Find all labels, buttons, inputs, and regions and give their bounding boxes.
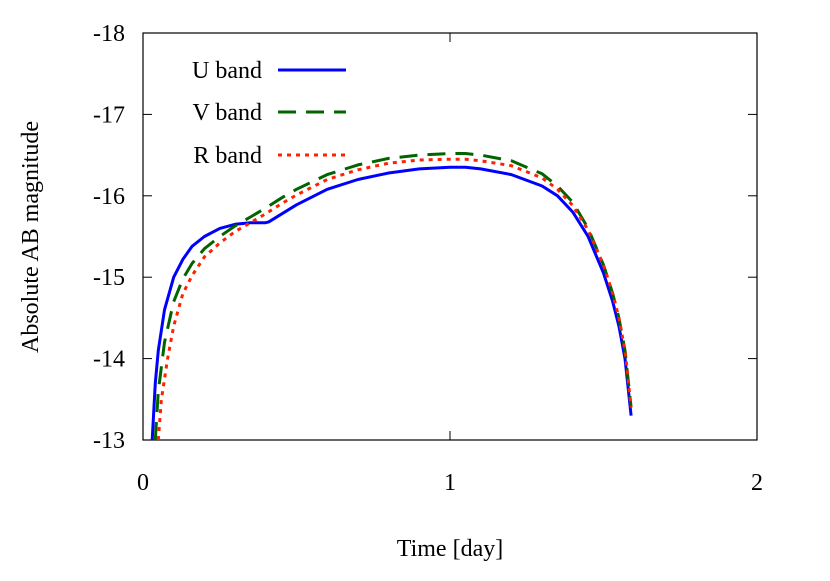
x-tick-label: 0 (137, 470, 149, 496)
plot-frame (142, 32, 758, 441)
x-tick-label: 1 (444, 470, 456, 496)
series-line-1 (150, 165, 633, 441)
tick-labels: 0 1 2 -13 -14 -15 -16 -17 -18 (93, 21, 763, 496)
legend-label: R band (193, 143, 262, 169)
ticks (142, 32, 758, 441)
y-tick-label: -16 (93, 184, 125, 210)
x-tick-label: 2 (751, 470, 763, 496)
series-group (150, 152, 633, 441)
legend-label: V band (192, 100, 262, 126)
legend: U band V band R band (192, 58, 346, 169)
y-axis-label: Absolute AB magnitude (18, 121, 44, 353)
y-tick-label: -17 (93, 102, 125, 128)
y-tick-label: -14 (93, 347, 125, 373)
y-tick-label: -18 (93, 21, 125, 47)
y-tick-label: -15 (93, 265, 125, 291)
x-axis-label: Time [day] (397, 536, 503, 562)
y-tick-label: -13 (93, 428, 125, 454)
legend-label: U band (192, 58, 262, 84)
series-line-3 (156, 157, 633, 441)
